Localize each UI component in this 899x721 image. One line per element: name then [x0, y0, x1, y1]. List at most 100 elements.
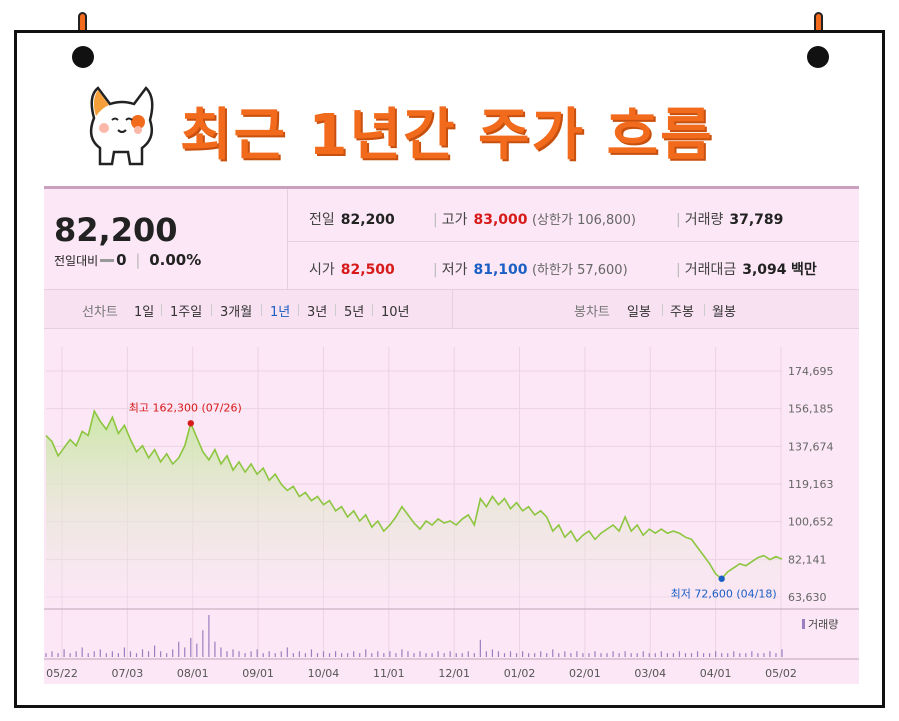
y-tick-label: 100,652 — [788, 516, 834, 529]
volume-bar — [244, 653, 246, 657]
volume-bar — [347, 653, 349, 657]
tab-separator — [261, 304, 262, 316]
volume-bar — [419, 651, 421, 657]
max-point-label: 최고 162,300 (07/26) — [129, 401, 242, 414]
volume-bar — [733, 651, 735, 657]
volume-bar — [298, 651, 300, 657]
volume-bar — [172, 649, 174, 657]
volume-bar — [696, 651, 699, 657]
x-tick-label: 01/02 — [504, 667, 536, 680]
volume-bar — [721, 653, 723, 657]
upper-limit-label: 상한가 — [537, 213, 573, 228]
volume-bar — [636, 653, 638, 657]
cat-mascot-icon — [89, 86, 154, 166]
volume-bar — [455, 653, 457, 657]
x-axis-ticks: 05/22 07/03 08/01 09/01 10/04 11/01 12/01 01/02… — [46, 667, 797, 680]
change-label: 전일대비 — [54, 254, 99, 268]
upper-limit: (상한가 106,800) — [531, 213, 636, 228]
volume-bar — [123, 647, 126, 657]
volume-bar — [105, 653, 107, 657]
volume-legend-label: 거래량 — [808, 618, 838, 631]
volume-bar — [160, 651, 162, 657]
volume-bar — [727, 653, 729, 657]
volume-bar — [81, 647, 83, 657]
volume-bar — [208, 615, 210, 657]
volume-bar — [690, 653, 693, 657]
tab-separator — [298, 304, 299, 316]
volume-bar — [238, 651, 240, 657]
volume-bar — [431, 653, 433, 657]
y-tick-label: 137,674 — [788, 440, 834, 453]
y-tick-label: 156,185 — [788, 403, 834, 416]
min-point-marker — [718, 575, 725, 582]
candle-chart-label: 봉차트 — [574, 305, 610, 320]
volume-bar — [449, 651, 451, 657]
amount-label: 거래대금 — [684, 262, 737, 278]
volume-bar — [202, 630, 204, 657]
volume-bar — [129, 651, 132, 657]
volume-bar — [166, 653, 168, 657]
stock-panel: 82,200 전일대비 0 | 0.00% 전일 82,200 | 고가 83,000 … — [44, 186, 859, 684]
volume-bar — [268, 651, 270, 657]
tab-10year[interactable]: 10년 — [381, 305, 410, 320]
tab-separator — [372, 304, 373, 316]
price-chart: 174,695 156,185 137,674 119,163 100,652 82,14… — [44, 347, 859, 680]
volume-bar — [280, 651, 282, 657]
volume-bar — [93, 651, 95, 657]
x-tick-label: 04/01 — [700, 667, 732, 680]
tab-1day[interactable]: 1일 — [134, 305, 155, 320]
volume-bar — [491, 649, 494, 657]
volume-bar — [256, 649, 258, 657]
tab-5year[interactable]: 5년 — [344, 305, 365, 320]
volume-bar — [582, 653, 584, 657]
tab-3month[interactable]: 3개월 — [220, 305, 253, 320]
volume-bar — [769, 651, 771, 657]
lower-limit: (하한가 57,600) — [531, 263, 628, 278]
open-label: 시가 — [309, 262, 335, 278]
tab-weekly-candle[interactable]: 주봉 — [670, 305, 694, 320]
volume-bar — [425, 653, 427, 657]
y-tick-label: 63,630 — [788, 591, 827, 604]
tab-3year[interactable]: 3년 — [307, 305, 328, 320]
tab-monthly-candle[interactable]: 월봉 — [712, 305, 736, 320]
volume-bar — [220, 647, 222, 657]
volume-bar — [328, 653, 331, 657]
stat-low: | 저가 81,100 (하한가 57,600) — [429, 259, 628, 279]
low-label: 저가 — [441, 262, 468, 278]
tab-1week[interactable]: 1주일 — [170, 305, 203, 320]
lower-limit-value: 57,600 — [577, 263, 623, 278]
stat-volume: | 거래량 37,789 — [672, 209, 783, 229]
lower-limit-label: 하한가 — [537, 263, 573, 278]
pin-left-hole — [72, 46, 94, 68]
volume-bar — [443, 653, 445, 657]
flat-indicator-icon — [100, 259, 115, 262]
volume-bar — [377, 651, 379, 657]
x-tick-label: 11/01 — [373, 667, 405, 680]
volume-bar — [715, 651, 717, 657]
volume-bar — [642, 651, 644, 657]
tab-separator — [704, 304, 705, 316]
x-tick-label: 05/22 — [46, 667, 78, 680]
min-point-label: 최저 72,600 (04/18) — [671, 588, 777, 601]
volume-bar — [618, 653, 620, 657]
volume-bar — [117, 653, 119, 657]
divider: | — [135, 251, 141, 269]
volume-bar — [745, 653, 747, 657]
volume-bar — [395, 653, 397, 657]
volume-bar — [232, 649, 234, 657]
tab-daily-candle[interactable]: 일봉 — [627, 305, 651, 320]
volume-bar — [594, 651, 596, 657]
volume-bar — [45, 653, 47, 657]
volume-bar — [274, 653, 276, 657]
tab-1year[interactable]: 1년 — [270, 305, 291, 320]
pin-right-hole — [807, 46, 829, 68]
volume-bar — [461, 653, 463, 657]
volume-bar — [292, 653, 294, 657]
volume-bar — [401, 649, 403, 657]
volume-bar — [576, 651, 578, 657]
volume-bar — [304, 653, 307, 657]
x-tick-label: 05/02 — [765, 667, 797, 680]
volume-bar — [630, 653, 632, 657]
tab-separator — [662, 304, 663, 316]
chart-tabs: 선차트 1일 1주일 3개월 1년 3년 5년 10년 봉차트 일봉 주봉 월봉 — [44, 289, 859, 329]
